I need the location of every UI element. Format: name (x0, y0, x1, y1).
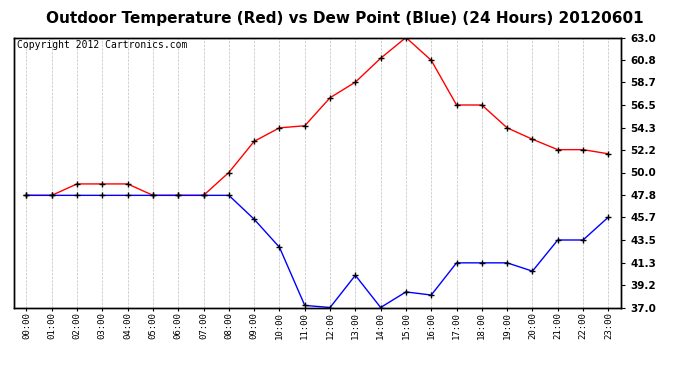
Text: Outdoor Temperature (Red) vs Dew Point (Blue) (24 Hours) 20120601: Outdoor Temperature (Red) vs Dew Point (… (46, 11, 644, 26)
Text: Copyright 2012 Cartronics.com: Copyright 2012 Cartronics.com (17, 40, 187, 50)
